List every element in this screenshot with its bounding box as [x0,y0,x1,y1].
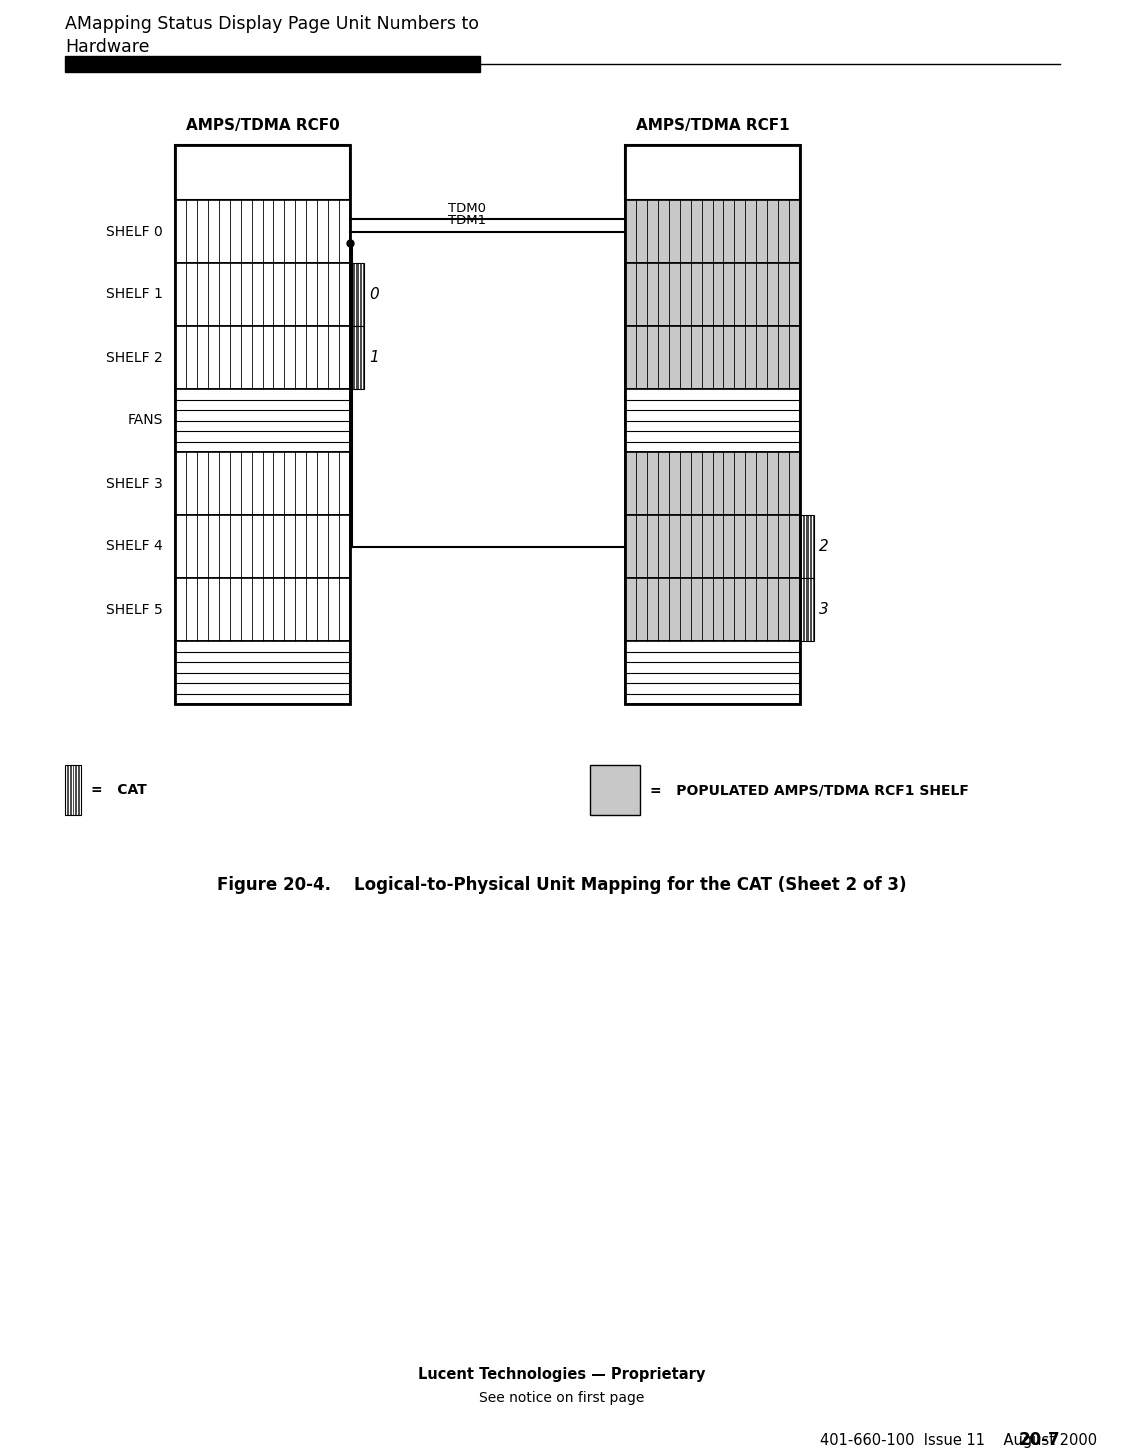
Text: 0: 0 [369,287,379,301]
Bar [626,146,800,705]
Text: Hardware: Hardware [65,38,150,55]
Text: 2: 2 [819,539,829,553]
Text: 1: 1 [369,349,379,365]
Bar [626,264,800,326]
Bar [626,326,800,389]
Text: 20-7: 20-7 [1018,1431,1060,1449]
Bar [176,578,350,641]
Text: See notice on first page: See notice on first page [479,1390,645,1405]
Bar [800,515,814,578]
Text: SHELF 0: SHELF 0 [106,224,163,239]
Text: Figure 20-4.    Logical-to-Physical Unit Mapping for the CAT (Sheet 2 of 3): Figure 20-4. Logical-to-Physical Unit Ma… [217,877,907,894]
Bar [176,326,350,389]
Bar [800,578,814,641]
Bar [626,578,800,641]
Bar [590,764,640,815]
Bar [626,515,800,578]
Text: SHELF 5: SHELF 5 [106,603,163,616]
Text: AMapping Status Display Page Unit Numbers to: AMapping Status Display Page Unit Number… [65,15,479,33]
Text: AMPS/TDMA RCF1: AMPS/TDMA RCF1 [636,118,790,132]
Text: SHELF 3: SHELF 3 [106,476,163,491]
Bar [65,764,81,815]
Bar [626,641,800,705]
Bar [176,515,350,578]
Bar [626,389,800,451]
Text: SHELF 1: SHELF 1 [106,287,163,301]
Text: 401-660-100  Issue 11    August 2000: 401-660-100 Issue 11 August 2000 [820,1433,1097,1447]
Bar [176,389,350,451]
Bar [626,451,800,515]
Bar [626,146,800,199]
Bar [65,55,480,71]
Bar [176,451,350,515]
Text: AMPS/TDMA RCF0: AMPS/TDMA RCF0 [186,118,340,132]
Text: Lucent Technologies — Proprietary: Lucent Technologies — Proprietary [418,1367,705,1383]
Bar [176,641,350,705]
Text: TDM0: TDM0 [449,202,486,215]
Text: SHELF 2: SHELF 2 [106,351,163,364]
Text: TDM1: TDM1 [449,214,486,227]
Bar [176,146,350,705]
Text: 3: 3 [819,601,829,617]
Text: =   POPULATED AMPS/TDMA RCF1 SHELF: = POPULATED AMPS/TDMA RCF1 SHELF [650,783,969,796]
Bar [350,326,364,389]
Bar [626,199,800,264]
Text: FANS: FANS [127,414,163,428]
Bar [176,199,350,264]
Text: SHELF 4: SHELF 4 [106,540,163,553]
Bar [350,264,364,326]
Bar [176,146,350,199]
Text: =   CAT: = CAT [91,783,146,796]
Bar [176,264,350,326]
